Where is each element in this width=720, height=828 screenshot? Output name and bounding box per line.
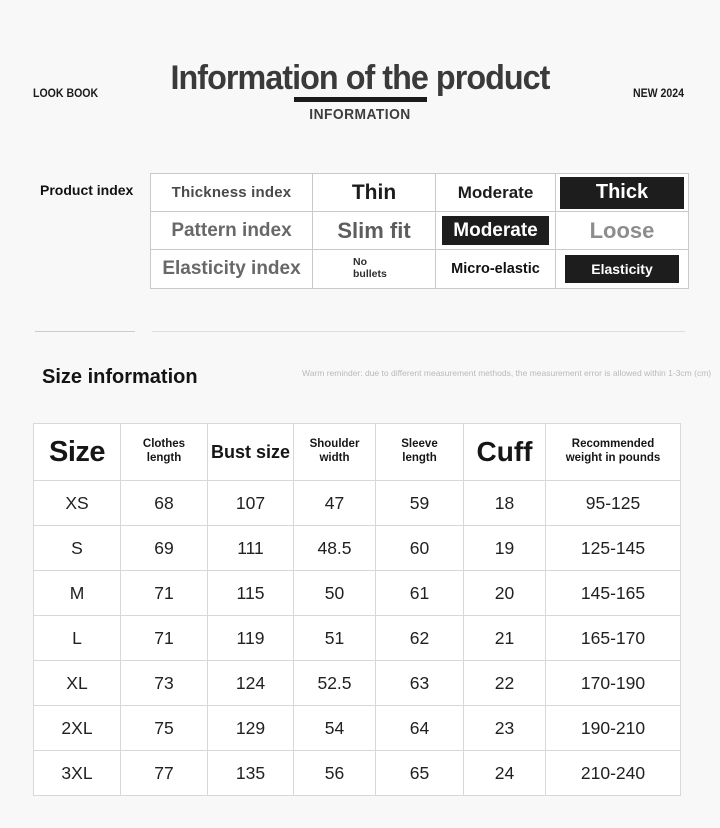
sleeve-length-cell: 59 [375,480,464,526]
option-thin: Thin [312,173,436,212]
col-header-weight: Recommended weight in pounds [545,423,681,481]
selected-highlight: Elasticity [565,255,679,283]
shoulder-width-cell: 51 [293,615,376,661]
cuff-cell: 21 [463,615,546,661]
divider-line-left [35,331,135,332]
option-moderate: Moderate [435,173,556,212]
shoulder-width-cell: 56 [293,750,376,796]
weight-cell: 145-165 [545,570,681,616]
bust-size-cell: 111 [207,525,294,571]
clothes-length-cell: 68 [120,480,208,526]
bust-size-cell: 115 [207,570,294,616]
option-moderate-selected: Moderate [435,211,556,250]
size-cell: M [33,570,121,616]
cuff-cell: 23 [463,705,546,751]
clothes-length-cell: 77 [120,750,208,796]
sleeve-length-cell: 65 [375,750,464,796]
warm-reminder-text: Warm reminder: due to different measurem… [302,368,712,378]
bust-size-cell: 124 [207,660,294,706]
option-thick-selected: Thick [555,173,689,212]
size-cell: L [33,615,121,661]
new-2024-label: NEW 2024 [632,86,684,100]
col-header-size: Size [33,423,121,481]
size-cell: XS [33,480,121,526]
index-row-elasticity: Elasticity index No bullets Micro-elasti… [150,249,689,289]
size-row-m: M 71 115 50 61 20 145-165 [33,570,681,616]
option-no-bullets: No bullets [312,249,436,289]
size-cell: 3XL [33,750,121,796]
shoulder-width-cell: 54 [293,705,376,751]
product-index-label: Product index [40,182,134,198]
clothes-length-cell: 71 [120,570,208,616]
selected-highlight: Thick [560,176,684,209]
weight-cell: 165-170 [545,615,681,661]
bust-size-cell: 135 [207,750,294,796]
bust-size-cell: 107 [207,480,294,526]
cuff-cell: 19 [463,525,546,571]
bust-size-cell: 119 [207,615,294,661]
page-subtitle: INFORMATION [309,106,411,123]
index-row-label: Thickness index [150,173,313,212]
col-header-clothes-length: Clothes length [120,423,208,481]
index-row-label: Elasticity index [150,249,313,289]
size-table-header-row: Size Clothes length Bust size Shoulder w… [33,423,681,481]
size-cell: XL [33,660,121,706]
bust-size-cell: 129 [207,705,294,751]
size-information-heading: Size information [42,366,198,388]
sleeve-length-cell: 64 [375,705,464,751]
page-title: Information of the product [170,59,550,97]
size-cell: 2XL [33,705,121,751]
shoulder-width-cell: 47 [293,480,376,526]
weight-cell: 125-145 [545,525,681,571]
clothes-length-cell: 69 [120,525,208,571]
option-micro-elastic: Micro-elastic [435,249,556,289]
weight-cell: 170-190 [545,660,681,706]
col-header-sleeve-length: Sleeve length [375,423,464,481]
col-header-cuff: Cuff [463,423,546,481]
col-header-shoulder-width: Shoulder width [293,423,376,481]
option-no-bullets-text: No bullets [353,255,387,281]
col-header-bust-size: Bust size [207,423,294,481]
size-row-xs: XS 68 107 47 59 18 95-125 [33,480,681,526]
clothes-length-cell: 73 [120,660,208,706]
option-elasticity-selected: Elasticity [555,249,689,289]
sleeve-length-cell: 63 [375,660,464,706]
index-row-label: Pattern index [150,211,313,250]
cuff-cell: 24 [463,750,546,796]
weight-cell: 210-240 [545,750,681,796]
index-row-pattern: Pattern index Slim fit Moderate Loose [150,211,689,250]
weight-cell: 190-210 [545,705,681,751]
weight-cell: 95-125 [545,480,681,526]
option-slim-fit: Slim fit [312,211,436,250]
shoulder-width-cell: 48.5 [293,525,376,571]
clothes-length-cell: 75 [120,705,208,751]
size-chart-table: Size Clothes length Bust size Shoulder w… [33,423,681,796]
size-row-l: L 71 119 51 62 21 165-170 [33,615,681,661]
shoulder-width-cell: 52.5 [293,660,376,706]
cuff-cell: 20 [463,570,546,616]
size-cell: S [33,525,121,571]
cuff-cell: 18 [463,480,546,526]
cuff-cell: 22 [463,660,546,706]
shoulder-width-cell: 50 [293,570,376,616]
index-row-thickness: Thickness index Thin Moderate Thick [150,173,689,212]
size-row-2xl: 2XL 75 129 54 64 23 190-210 [33,705,681,751]
product-index-table: Thickness index Thin Moderate Thick Patt… [150,173,689,289]
size-row-s: S 69 111 48.5 60 19 125-145 [33,525,681,571]
lookbook-label: LOOK BOOK [33,86,99,100]
option-loose: Loose [555,211,689,250]
size-row-3xl: 3XL 77 135 56 65 24 210-240 [33,750,681,796]
title-underline [294,97,427,102]
sleeve-length-cell: 60 [375,525,464,571]
size-row-xl: XL 73 124 52.5 63 22 170-190 [33,660,681,706]
sleeve-length-cell: 62 [375,615,464,661]
clothes-length-cell: 71 [120,615,208,661]
sleeve-length-cell: 61 [375,570,464,616]
divider-line-right [152,331,685,332]
selected-highlight: Moderate [442,216,549,245]
